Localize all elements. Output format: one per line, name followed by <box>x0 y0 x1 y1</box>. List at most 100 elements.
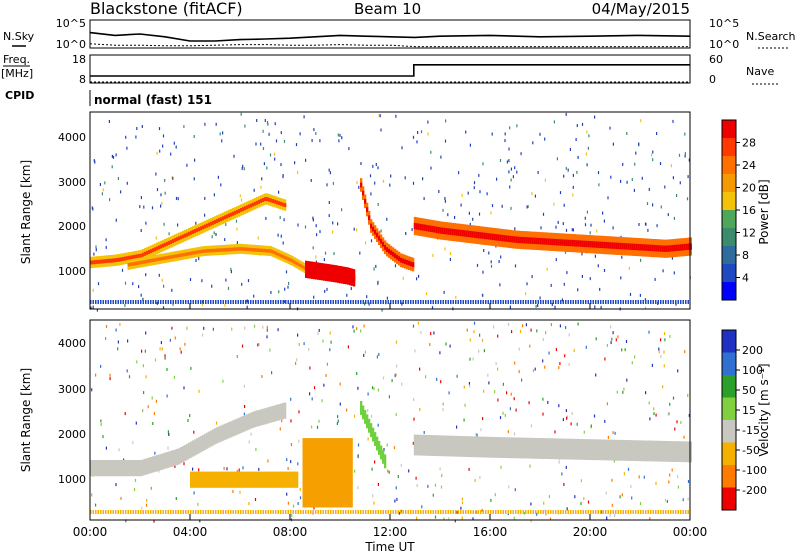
heatmap-speckle <box>367 409 369 412</box>
heatmap-band-core <box>557 239 560 246</box>
heatmap-speckle <box>513 397 515 401</box>
heatmap-speckle <box>521 324 524 328</box>
heatmap-band-core <box>493 233 496 241</box>
heatmap-speckle <box>654 277 656 281</box>
heatmap-band-cell <box>663 440 666 462</box>
heatmap-speckle <box>370 414 373 418</box>
heatmap-band-core <box>131 262 134 266</box>
heatmap-band-core <box>419 223 423 231</box>
heatmap-speckle <box>556 157 558 161</box>
heatmap-band-core <box>613 242 616 249</box>
ground-scatter-cell <box>347 510 349 514</box>
heatmap-band-cell <box>218 471 221 488</box>
heatmap-band-core <box>467 230 471 238</box>
heatmap-speckle <box>508 170 510 174</box>
ground-scatter-cell <box>452 300 454 304</box>
ground-scatter-cell <box>355 300 357 304</box>
heatmap-speckle <box>236 227 238 231</box>
heatmap-band-core <box>673 244 676 252</box>
heatmap-speckle <box>631 178 633 181</box>
heatmap-speckle <box>363 324 365 328</box>
ground-scatter-cell <box>92 300 94 304</box>
heatmap-speckle <box>509 185 511 189</box>
heatmap-band-cell <box>453 435 457 457</box>
ground-scatter-cell <box>110 510 112 514</box>
heatmap-band-cell <box>210 471 213 488</box>
heatmap-band-core <box>303 266 306 270</box>
heatmap-speckle <box>128 375 131 379</box>
ground-scatter-cell <box>417 510 419 514</box>
heatmap-band-core <box>104 259 107 264</box>
heatmap-band-core <box>171 255 174 259</box>
heatmap-band-core <box>192 229 195 234</box>
heatmap-speckle <box>499 416 502 420</box>
heatmap-band-cell <box>240 471 243 488</box>
heatmap-speckle <box>532 141 534 145</box>
heatmap-speckle <box>547 400 549 404</box>
heatmap-band-core <box>225 247 228 252</box>
heatmap-band-core <box>166 241 169 246</box>
heatmap-speckle <box>493 325 495 329</box>
heatmap-band-cell <box>206 471 209 488</box>
heatmap-band-cell <box>374 432 377 446</box>
heatmap-speckle <box>395 114 397 118</box>
heatmap-speckle <box>587 500 590 504</box>
heatmap-band-core <box>412 262 415 267</box>
heatmap-band-core <box>325 269 328 276</box>
heatmap-band-cell <box>310 438 313 508</box>
heatmap-band-cell <box>681 441 684 463</box>
heatmap-band-cell <box>513 437 516 459</box>
heatmap-band-cell <box>120 460 123 477</box>
heatmap-band-cell <box>366 414 369 429</box>
ground-scatter-cell <box>310 510 312 514</box>
heatmap-speckle <box>623 472 625 476</box>
heatmap-speckle <box>679 181 681 185</box>
heatmap-band-cell <box>581 439 584 460</box>
heatmap-band-cell <box>607 439 610 461</box>
heatmap-speckle <box>141 125 143 128</box>
nsearch-series-line <box>89 43 690 48</box>
heatmap-band-cell <box>164 452 167 469</box>
heatmap-band-cell <box>96 460 99 477</box>
heatmap-band-core <box>408 260 411 266</box>
heatmap-speckle <box>168 433 170 436</box>
heatmap-speckle <box>629 292 632 296</box>
nsearch-label: N.Search <box>746 30 796 43</box>
heatmap-speckle <box>559 191 562 195</box>
ground-scatter-cell <box>150 510 152 514</box>
heatmap-band-core <box>112 258 115 263</box>
heatmap-band-core <box>647 244 650 251</box>
heatmap-band-cell <box>266 407 269 424</box>
ground-scatter-cell <box>657 510 659 514</box>
heatmap-speckle <box>238 468 240 472</box>
ground-scatter-cell <box>607 510 609 514</box>
heatmap-speckle <box>491 132 493 136</box>
heatmap-band-cell <box>252 471 255 488</box>
colorbar-segment <box>722 156 736 174</box>
heatmap-band-cell <box>272 471 275 488</box>
heatmap-band-cell <box>685 441 688 463</box>
velocity-y-tick-4000: 4000 <box>58 337 86 350</box>
heatmap-band-cell <box>457 435 461 457</box>
heatmap-speckle <box>266 166 268 170</box>
heatmap-band-core <box>571 239 574 247</box>
heatmap-band-cell <box>543 438 546 459</box>
heatmap-band-cell <box>204 471 207 488</box>
heatmap-band-cell <box>198 437 201 454</box>
heatmap-band-core <box>635 243 638 251</box>
heatmap-speckle <box>559 324 561 328</box>
heatmap-band-core <box>441 227 445 234</box>
heatmap-speckle <box>507 323 510 326</box>
heatmap-speckle <box>246 305 248 309</box>
ground-scatter-cell <box>140 510 142 514</box>
ground-scatter-cell <box>362 510 364 514</box>
heatmap-speckle <box>115 328 117 332</box>
heatmap-speckle <box>224 238 226 242</box>
heatmap-band-core <box>413 222 417 230</box>
heatmap-speckle <box>143 205 145 209</box>
ground-scatter-cell <box>380 300 382 304</box>
heatmap-speckle <box>561 472 563 476</box>
heatmap-band-core <box>374 229 377 235</box>
heatmap-band-core <box>321 268 324 275</box>
heatmap-speckle <box>438 190 440 193</box>
